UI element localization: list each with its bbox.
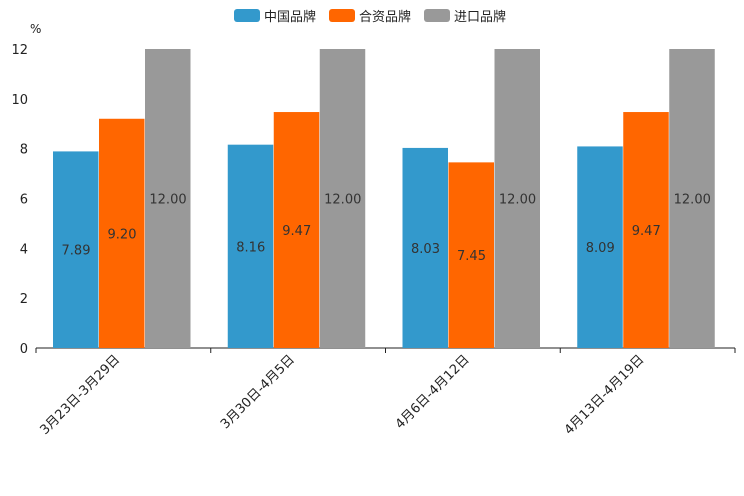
- bar-value-label: 7.89: [62, 244, 91, 259]
- legend-label: 合资品牌: [359, 9, 411, 25]
- bar-value-label: 12.00: [499, 193, 536, 208]
- bars: 7.89 9.20 12.00 8.16 9.47 12.00 8.03 7.45 12.00 8…: [53, 49, 715, 349]
- bar: [448, 162, 494, 348]
- y-tick-label: 12: [11, 43, 28, 58]
- bar-value-label: 9.47: [282, 224, 311, 239]
- y-axis-unit-label: %: [30, 22, 41, 36]
- bar-value-label: 12.00: [674, 193, 711, 208]
- bar: [577, 146, 623, 348]
- y-tick-label: 6: [20, 193, 28, 208]
- y-tick-label: 8: [20, 143, 28, 158]
- y-axis: 0 2 4 6 8 10 12: [11, 43, 28, 357]
- bar-value-label: 12.00: [324, 193, 361, 208]
- bar: [99, 118, 145, 349]
- legend: 中国品牌 合资品牌 进口品牌: [234, 9, 506, 25]
- bar: [227, 144, 274, 348]
- bar: [669, 49, 715, 348]
- x-category-label: 3月30日-4月5日: [218, 352, 298, 432]
- legend-label: 进口品牌: [454, 9, 506, 25]
- y-tick-label: 2: [20, 292, 28, 307]
- bar-value-label: 9.20: [108, 227, 137, 242]
- legend-swatch: [234, 9, 260, 22]
- legend-swatch: [424, 9, 450, 22]
- x-category-label: 4月13日-4月19日: [562, 352, 648, 438]
- bar: [623, 112, 669, 348]
- bar-value-label: 8.16: [236, 240, 265, 255]
- bar: [145, 49, 191, 348]
- bar-value-label: 8.03: [411, 242, 440, 257]
- legend-swatch: [329, 9, 355, 22]
- y-tick-label: 0: [20, 342, 28, 357]
- bar-value-label: 7.45: [457, 249, 486, 264]
- y-tick-label: 4: [20, 242, 28, 257]
- x-category-label: 3月23日-3月29日: [37, 352, 123, 438]
- bar: [402, 147, 448, 348]
- bar: [53, 151, 99, 348]
- bar-value-label: 9.47: [632, 224, 661, 239]
- bar-value-label: 12.00: [149, 193, 186, 208]
- legend-label: 中国品牌: [264, 9, 316, 25]
- bar-value-label: 8.09: [586, 241, 615, 256]
- bar: [494, 49, 540, 348]
- bar: [273, 112, 320, 348]
- y-tick-label: 10: [11, 93, 28, 108]
- bar: [319, 49, 366, 348]
- x-category-label: 4月6日-4月12日: [393, 352, 473, 432]
- x-axis: 3月23日-3月29日 3月30日-4月5日 4月6日-4月12日 4月13日-4月1…: [35, 347, 736, 438]
